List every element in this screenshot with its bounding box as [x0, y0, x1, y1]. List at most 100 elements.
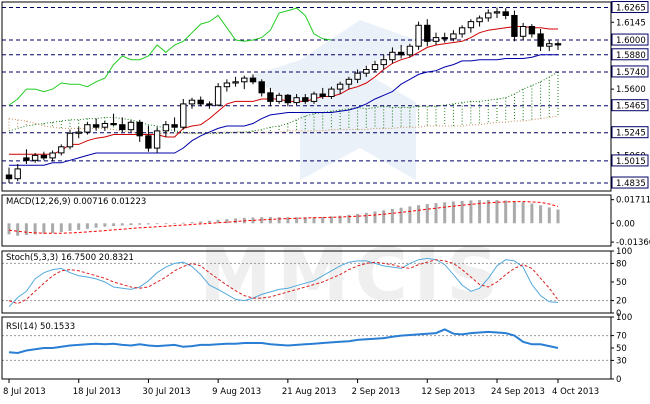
- candle: [136, 119, 143, 142]
- candle-body: [153, 130, 161, 149]
- macd-bar: [120, 223, 124, 226]
- candle: [92, 118, 100, 131]
- x-axis: 8 Jul 2013 18 Jul 2013 30 Jul 2013 9 Aug 20…: [3, 379, 599, 397]
- price-tick-label: 1.4835: [616, 179, 646, 189]
- candle: [450, 30, 457, 42]
- x-tick-label: 9 Aug 2013: [212, 387, 261, 397]
- x-tick-label: 24 Sep 2013: [491, 387, 545, 397]
- candle: [110, 113, 117, 126]
- price-level-box: [611, 65, 649, 78]
- x-tick-label: 2 Sep 2013: [352, 387, 400, 397]
- candle: [519, 22, 527, 41]
- x-tick-label: 8 Jul 2013: [3, 387, 46, 397]
- candle: [485, 9, 492, 22]
- candle-body: [293, 97, 300, 104]
- candle: [389, 47, 396, 64]
- candle-body: [284, 94, 292, 104]
- price-levels: [2, 7, 611, 184]
- candle-body: [511, 15, 518, 37]
- candle-body: [328, 88, 335, 97]
- candle-body: [92, 124, 100, 128]
- candle-body: [345, 78, 353, 85]
- candle: [293, 94, 300, 106]
- macd-bar: [68, 223, 72, 231]
- rsi-tick-label: 0: [616, 375, 621, 385]
- macd-bar: [434, 203, 438, 224]
- candle-body: [554, 43, 562, 46]
- candle-body: [275, 94, 283, 102]
- candle-body: [354, 72, 361, 80]
- candle: [363, 65, 370, 77]
- candle-body: [528, 26, 536, 35]
- candle-body: [197, 99, 204, 105]
- stoch-main-line: [8, 257, 559, 308]
- candle-body: [162, 124, 170, 132]
- candle-body: [363, 69, 370, 74]
- tenkan-sen-line: [9, 26, 558, 155]
- candle-body: [40, 154, 48, 159]
- candle: [249, 74, 257, 85]
- candle-body: [145, 135, 152, 149]
- candle-body: [49, 152, 56, 159]
- price-level-box: [611, 33, 649, 46]
- candle: [188, 97, 196, 109]
- macd-bar: [539, 205, 543, 224]
- macd-bar: [512, 201, 516, 224]
- candle-body: [302, 97, 309, 102]
- candle: [101, 121, 109, 131]
- candle: [66, 129, 74, 150]
- macd-bar: [399, 207, 403, 224]
- stoch-tick-label: 100: [616, 247, 632, 257]
- candle-body: [84, 124, 91, 133]
- candle: [40, 151, 48, 161]
- rsi-panel: 100 70 50 30 0: [1, 313, 632, 385]
- candle-body: [223, 82, 231, 88]
- stoch-tick-label: 80: [616, 259, 627, 269]
- stoch-panel: 100 80 50 20 0: [1, 247, 632, 319]
- rsi-tick-label: 70: [616, 332, 627, 342]
- candles: [5, 7, 562, 184]
- candle: [511, 10, 518, 42]
- candle-body: [249, 77, 257, 83]
- stoch-tick-label: 20: [616, 297, 627, 307]
- price-panel: 1.6265 1.6145 1.6000 1.5880 1.5740 1.5600 1.54…: [1, 1, 649, 192]
- candle: [127, 119, 135, 133]
- candle: [380, 54, 387, 70]
- price-level-box: [611, 48, 649, 61]
- candle-body: [127, 121, 135, 131]
- candle: [275, 92, 283, 104]
- price-level-box: [611, 126, 649, 139]
- candle-body: [319, 93, 326, 97]
- candle-body: [467, 21, 475, 29]
- candle-body: [432, 37, 440, 42]
- candle: [493, 7, 501, 18]
- candle-body: [5, 174, 13, 180]
- rsi-line: [8, 328, 559, 355]
- candle-body: [110, 123, 117, 126]
- macd-bar: [408, 206, 412, 224]
- macd-bar: [460, 200, 464, 224]
- macd-label: MACD(12,26,9) 0.00716 0.01223: [6, 197, 146, 207]
- candle: [232, 76, 239, 87]
- macd-bar: [138, 223, 142, 225]
- candle: [153, 127, 161, 153]
- candle: [546, 40, 553, 52]
- candle: [502, 8, 509, 20]
- candle: [397, 44, 405, 59]
- candle-body: [75, 131, 82, 134]
- macd-bar: [33, 223, 37, 235]
- candle-body: [258, 81, 265, 94]
- candle: [467, 19, 475, 33]
- macd-bar: [469, 200, 473, 224]
- macd-bar: [295, 217, 299, 224]
- candle-body: [371, 64, 379, 70]
- x-tick-label: 30 Jul 2013: [142, 387, 190, 397]
- candle-body: [424, 24, 431, 42]
- macd-bar: [225, 219, 229, 224]
- candle-body: [58, 146, 65, 154]
- rsi-label: RSI(14) 50.1533: [6, 322, 75, 332]
- macd-bar: [94, 223, 98, 228]
- rsi-tick-label: 100: [616, 313, 632, 323]
- candle: [31, 152, 39, 163]
